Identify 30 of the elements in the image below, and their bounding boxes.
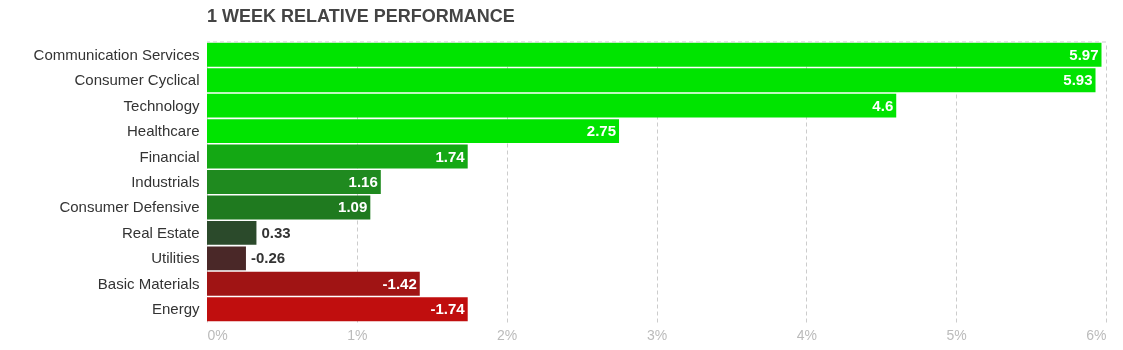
data-label: 1.74	[435, 147, 466, 165]
y-tick-label: Real Estate	[121, 223, 200, 241]
y-tick-label: Financial	[139, 147, 200, 165]
data-label: -1.74	[430, 300, 466, 318]
y-tick-label: Healthcare	[126, 122, 200, 140]
data-label: 5.93	[1063, 71, 1093, 89]
y-tick-label: Communication Services	[33, 45, 200, 63]
y-tick-label: Consumer Defensive	[59, 198, 200, 216]
x-tick-label: 2%	[497, 326, 518, 343]
y-tick-label: Technology	[123, 96, 200, 114]
x-tick-label: 3%	[646, 326, 668, 343]
y-tick-label: Utilities	[151, 249, 200, 267]
data-label: 1.16	[348, 173, 378, 190]
x-tick-label: 5%	[946, 326, 967, 343]
data-label: -0.26	[250, 249, 286, 267]
x-tick-label: 1%	[347, 326, 368, 343]
data-label: -1.42	[382, 274, 417, 292]
data-label: 2.75	[586, 122, 617, 140]
data-label: 1.09	[338, 198, 368, 216]
y-tick-label: Basic Materials	[97, 274, 200, 292]
y-tick-label: Energy	[151, 300, 200, 318]
data-label: 0.33	[261, 223, 291, 241]
data-label: 5.97	[1069, 45, 1099, 63]
x-tick-label: 4%	[796, 326, 817, 343]
x-tick-label: 6%	[1086, 326, 1107, 343]
chart-title: 1 WEEK RELATIVE PERFORMANCE	[207, 5, 515, 26]
y-tick-label: Industrials	[131, 173, 200, 190]
data-label: 4.6	[872, 96, 894, 114]
x-tick-label: 0%	[207, 326, 228, 343]
y-tick-label: Consumer Cyclical	[74, 71, 200, 89]
